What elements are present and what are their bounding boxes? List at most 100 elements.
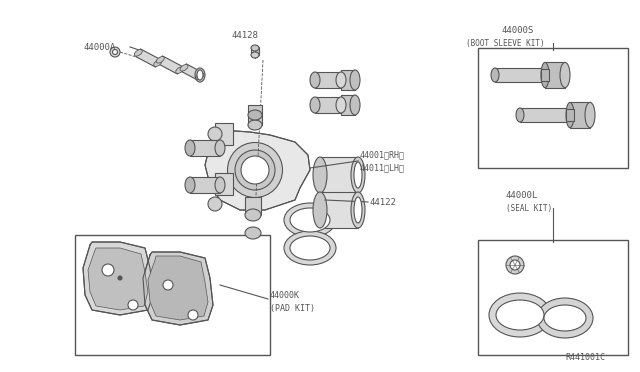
Ellipse shape (350, 70, 360, 90)
Ellipse shape (290, 208, 330, 232)
Bar (495, 68, 545, 82)
Ellipse shape (351, 192, 365, 228)
Ellipse shape (208, 127, 222, 141)
Bar (520, 108, 570, 122)
Text: (BOOT SLEEVE KIT): (BOOT SLEEVE KIT) (466, 38, 545, 48)
Bar (248, 105, 262, 125)
Bar (190, 177, 220, 193)
Ellipse shape (248, 120, 262, 130)
Ellipse shape (351, 157, 365, 193)
Text: 44122: 44122 (370, 198, 397, 206)
Bar (478, 240, 628, 355)
Ellipse shape (336, 97, 346, 113)
Bar (190, 140, 220, 156)
Text: 44011〈LH〉: 44011〈LH〉 (360, 164, 405, 173)
Ellipse shape (310, 97, 320, 113)
Ellipse shape (336, 72, 346, 88)
Ellipse shape (215, 140, 225, 156)
Bar (341, 95, 355, 115)
Ellipse shape (290, 236, 330, 260)
Ellipse shape (350, 95, 360, 115)
Ellipse shape (516, 108, 524, 122)
Circle shape (102, 264, 114, 276)
Bar (215, 123, 233, 145)
Ellipse shape (154, 60, 162, 67)
Bar (570, 102, 590, 128)
Ellipse shape (354, 197, 362, 223)
Text: R441001C: R441001C (565, 353, 605, 362)
Ellipse shape (537, 298, 593, 338)
Ellipse shape (197, 70, 203, 80)
Ellipse shape (544, 305, 586, 331)
Bar (136, 49, 160, 67)
Text: 44000L: 44000L (506, 190, 538, 199)
Text: 44128: 44128 (232, 31, 259, 39)
Ellipse shape (195, 68, 205, 82)
Ellipse shape (284, 203, 336, 237)
Ellipse shape (208, 197, 222, 211)
Circle shape (128, 300, 138, 310)
Ellipse shape (310, 72, 320, 88)
Bar (315, 97, 341, 113)
Text: 44000A: 44000A (83, 42, 115, 51)
Bar (545, 62, 565, 87)
Ellipse shape (541, 62, 549, 87)
Ellipse shape (245, 209, 261, 221)
Ellipse shape (313, 157, 327, 193)
Ellipse shape (284, 231, 336, 265)
Ellipse shape (215, 177, 225, 193)
Bar (75, 235, 270, 355)
Bar (245, 197, 261, 215)
Circle shape (188, 310, 198, 320)
Ellipse shape (491, 68, 499, 82)
Ellipse shape (566, 102, 574, 128)
Circle shape (113, 49, 118, 55)
Circle shape (510, 260, 520, 270)
Bar (182, 64, 202, 80)
Text: 44000S: 44000S (502, 26, 534, 35)
Polygon shape (205, 130, 310, 210)
Bar (215, 173, 233, 195)
Bar (566, 109, 574, 121)
Circle shape (163, 280, 173, 290)
Ellipse shape (227, 142, 282, 198)
Ellipse shape (496, 300, 544, 330)
Bar (158, 56, 182, 74)
Circle shape (110, 47, 120, 57)
Circle shape (506, 256, 524, 274)
Text: 44001〈RH〉: 44001〈RH〉 (360, 151, 405, 160)
Ellipse shape (235, 150, 275, 190)
Ellipse shape (354, 162, 362, 188)
Bar (320, 192, 358, 228)
Ellipse shape (489, 293, 551, 337)
Ellipse shape (185, 140, 195, 156)
Polygon shape (88, 248, 148, 310)
Ellipse shape (185, 177, 195, 193)
Bar (320, 157, 358, 193)
Bar (251, 47, 259, 55)
Bar (341, 70, 355, 90)
Ellipse shape (248, 110, 262, 120)
Polygon shape (148, 256, 208, 320)
Polygon shape (143, 252, 213, 325)
Bar (315, 72, 341, 88)
Ellipse shape (176, 67, 184, 73)
Ellipse shape (196, 73, 204, 80)
Bar (541, 70, 549, 81)
Ellipse shape (560, 62, 570, 87)
Ellipse shape (134, 49, 142, 56)
Ellipse shape (251, 52, 259, 58)
Text: 44000K: 44000K (270, 291, 300, 299)
Ellipse shape (180, 64, 188, 71)
Text: (SEAL KIT): (SEAL KIT) (506, 203, 552, 212)
Ellipse shape (251, 45, 259, 51)
Circle shape (118, 276, 122, 280)
Ellipse shape (585, 102, 595, 128)
Bar (478, 48, 628, 168)
Ellipse shape (313, 192, 327, 228)
Ellipse shape (156, 57, 164, 63)
Polygon shape (83, 242, 153, 315)
Ellipse shape (245, 227, 261, 239)
Ellipse shape (241, 156, 269, 184)
Text: (PAD KIT): (PAD KIT) (270, 304, 315, 312)
